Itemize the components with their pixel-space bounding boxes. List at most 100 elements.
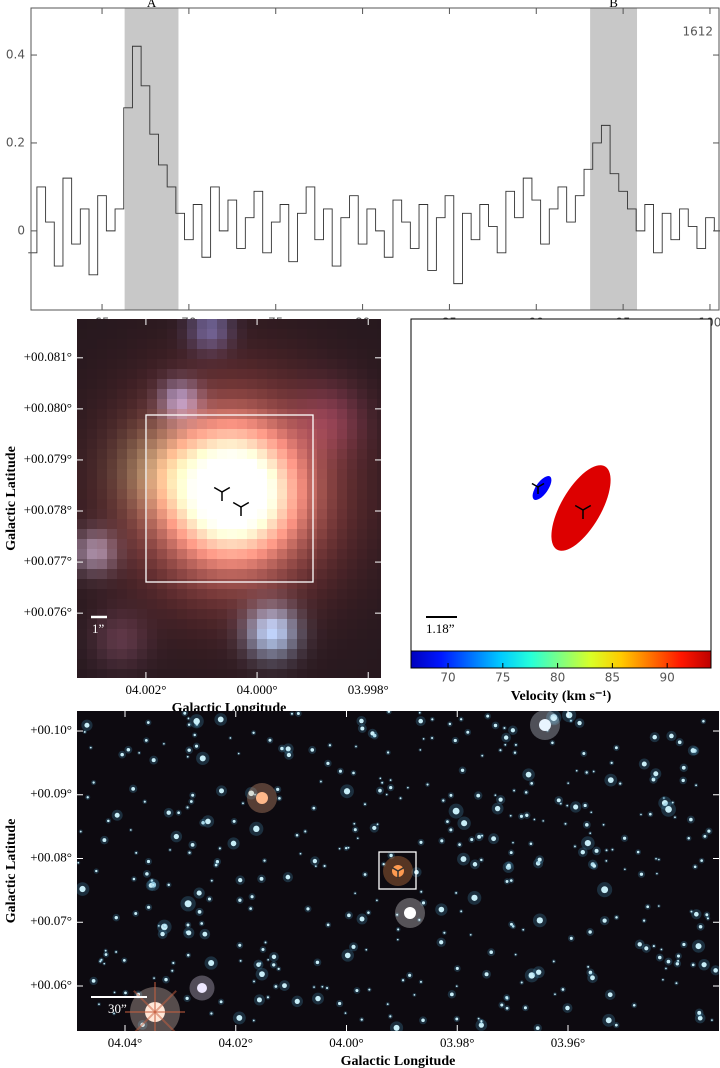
image-pixel (227, 389, 238, 400)
image-pixel (87, 319, 98, 330)
bright-star (404, 907, 416, 919)
image-pixel (187, 639, 198, 650)
image-pixel (377, 499, 381, 510)
image-pixel (137, 499, 148, 510)
image-pixel (117, 369, 128, 380)
image-pixel (347, 369, 358, 380)
image-pixel (307, 599, 318, 610)
image-pixel (307, 399, 318, 410)
image-pixel (167, 509, 178, 520)
image-pixel (197, 489, 208, 500)
image-pixel (297, 449, 308, 460)
image-pixel (337, 359, 348, 370)
image-pixel (137, 419, 148, 430)
image-pixel (307, 339, 318, 350)
image-pixel (247, 449, 258, 460)
image-pixel (327, 429, 338, 440)
image-pixel (337, 329, 348, 340)
image-pixel (287, 399, 298, 410)
image-pixel (357, 349, 368, 360)
image-pixel (117, 439, 128, 450)
image-pixel (297, 339, 308, 350)
image-pixel (197, 559, 208, 570)
image-pixel (187, 389, 198, 400)
image-pixel (217, 649, 228, 660)
image-pixel (137, 389, 148, 400)
image-pixel (287, 469, 298, 480)
image-pixel (377, 339, 381, 350)
image-pixel (287, 349, 298, 360)
image-pixel (167, 469, 178, 480)
image-pixel (107, 659, 118, 670)
star (354, 892, 356, 895)
star (169, 849, 171, 851)
star (677, 740, 682, 745)
position-marker (397, 866, 405, 872)
star (238, 877, 243, 883)
image-pixel (287, 479, 298, 490)
image-pixel (357, 549, 368, 560)
image-pixel (167, 429, 178, 440)
star (205, 818, 211, 825)
image-pixel (127, 369, 138, 380)
image-pixel (337, 669, 348, 678)
image-pixel (117, 319, 128, 330)
image-pixel (217, 559, 228, 570)
image-pixel (187, 489, 198, 500)
image-pixel (247, 649, 258, 660)
image-pixel (327, 379, 338, 390)
image-pixel (307, 579, 318, 590)
image-pixel (317, 549, 328, 560)
star (585, 823, 589, 827)
image-pixel (257, 389, 268, 400)
image-pixel (217, 589, 228, 600)
image-pixel (267, 609, 278, 620)
star (694, 911, 699, 917)
image-pixel (217, 619, 228, 630)
star (449, 992, 454, 997)
image-pixel (297, 589, 308, 600)
image-pixel (97, 499, 108, 510)
image-pixel (227, 609, 238, 620)
star (267, 958, 269, 961)
image-pixel (237, 479, 248, 490)
image-pixel (207, 449, 218, 460)
image-pixel (77, 529, 88, 540)
image-pixel (207, 339, 218, 350)
image-pixel (167, 539, 178, 550)
image-pixel (287, 329, 298, 340)
star (343, 788, 351, 795)
image-pixel (257, 429, 268, 440)
image-pixel (187, 649, 198, 660)
star (711, 1019, 713, 1021)
star (418, 711, 421, 714)
image-pixel (317, 629, 328, 640)
image-pixel (77, 569, 88, 580)
image-pixel (367, 609, 378, 620)
image-pixel (87, 389, 98, 400)
star (484, 972, 489, 977)
image-pixel (117, 349, 128, 360)
image-pixel (267, 429, 278, 440)
image-pixel (167, 569, 178, 580)
image-pixel (357, 469, 368, 480)
star (173, 833, 179, 840)
image-pixel (77, 339, 88, 350)
star (304, 830, 307, 833)
star (389, 786, 393, 790)
image-pixel (337, 589, 348, 600)
image-pixel (157, 589, 168, 600)
image-pixel (227, 529, 238, 540)
image-pixel (217, 669, 228, 678)
image-pixel (237, 389, 248, 400)
image-pixel (187, 409, 198, 420)
image-pixel (267, 329, 278, 340)
image-pixel (97, 509, 108, 520)
image-pixel (347, 539, 358, 550)
star (602, 918, 607, 923)
image-pixel (107, 549, 118, 560)
bright-star (197, 983, 207, 993)
image-pixel (87, 509, 98, 520)
star (703, 834, 707, 838)
image-pixel (137, 449, 148, 460)
